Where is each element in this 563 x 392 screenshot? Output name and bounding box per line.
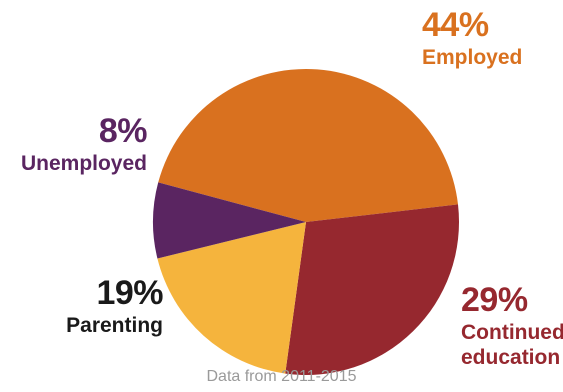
- unemployed-percent: 8%: [98, 112, 148, 150]
- parenting-name: Parenting: [66, 314, 163, 337]
- data-source-footnote: Data from 2011-2015: [206, 368, 357, 385]
- label-unemployed: 8% Unemployed: [10, 112, 148, 177]
- pie-slice-parenting: [157, 222, 306, 374]
- label-continued-education: 29% Continued education: [461, 283, 563, 371]
- pie-slice-continued-education: [285, 204, 460, 375]
- pie-slice-employed: [158, 68, 458, 223]
- label-employed: 44% Employed: [422, 8, 522, 71]
- unemployed-name: Unemployed: [20, 152, 147, 175]
- employed-name: Employed: [422, 46, 523, 69]
- pie-slice-unemployed: [152, 182, 306, 259]
- parenting-percent: 19%: [96, 274, 163, 312]
- label-parenting: 19% Parenting: [43, 276, 163, 339]
- continued-education-percent: 29%: [461, 281, 528, 319]
- continued-education-line-1: Continued: [461, 321, 563, 344]
- employed-percent: 44%: [422, 6, 489, 44]
- continued-education-line-2: education: [461, 345, 561, 369]
- continued-education-name: Continued education: [461, 321, 563, 371]
